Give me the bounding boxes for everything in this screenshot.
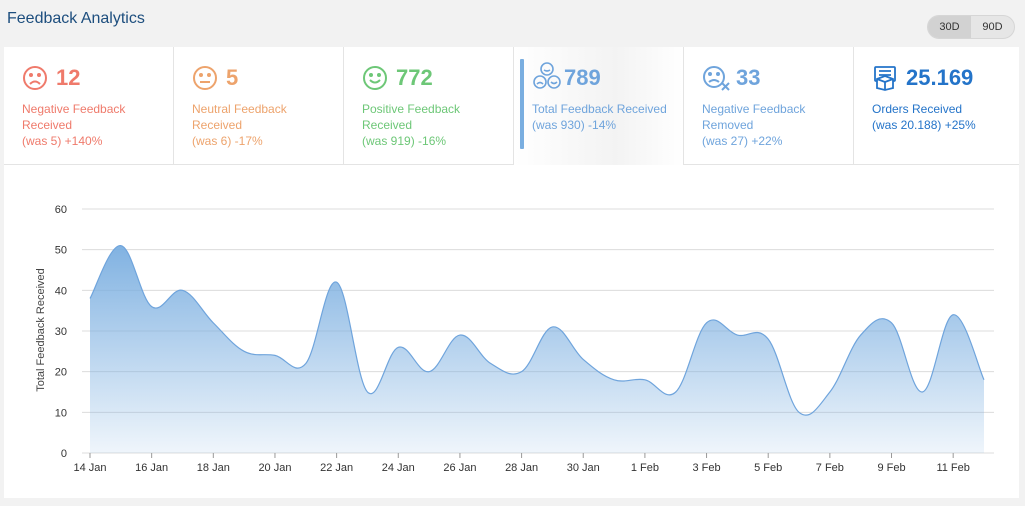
card-label: Neutral Feedback Received bbox=[192, 102, 287, 132]
card-neutral-feedback[interactable]: 5 Neutral Feedback Received (was 6) -17% bbox=[174, 47, 344, 165]
feedback-chart-panel: 0 10 20 30 40 50 60 14 Jan 16 Jan 18 Jan 20 Jan 22… bbox=[4, 165, 1019, 498]
neutral-face-icon bbox=[192, 65, 218, 91]
card-label: Total Feedback Received bbox=[532, 102, 667, 116]
y-tick-label: 10 bbox=[55, 407, 67, 419]
sad-face-icon bbox=[22, 65, 48, 91]
faces-group-icon bbox=[532, 61, 562, 91]
x-tick-label: 28 Jan bbox=[505, 462, 538, 474]
x-tick-label: 22 Jan bbox=[320, 462, 353, 474]
y-tick-label: 20 bbox=[55, 367, 67, 379]
card-label: Negative Feedback Received bbox=[22, 102, 126, 132]
card-change: (was 27) +22% bbox=[702, 134, 783, 148]
date-range-toggle: 30D 90D bbox=[927, 15, 1015, 39]
card-value: 12 bbox=[56, 65, 81, 90]
package-icon bbox=[872, 65, 898, 91]
x-tick-label: 18 Jan bbox=[197, 462, 230, 474]
card-positive-feedback[interactable]: 772 Positive Feedback Received (was 919) … bbox=[344, 47, 514, 165]
card-total-feedback[interactable]: 789 Total Feedback Received (was 930) -1… bbox=[514, 47, 684, 165]
range-30d-button[interactable]: 30D bbox=[928, 16, 971, 38]
x-tick-label: 3 Feb bbox=[692, 462, 720, 474]
x-tick-label: 5 Feb bbox=[754, 462, 782, 474]
y-tick-label: 30 bbox=[55, 326, 67, 338]
card-label: Orders Received bbox=[872, 102, 963, 116]
card-value: 772 bbox=[396, 65, 433, 90]
sad-face-x-icon bbox=[702, 65, 730, 91]
y-tick-label: 60 bbox=[55, 204, 67, 216]
x-tick-label: 16 Jan bbox=[135, 462, 168, 474]
card-value: 33 bbox=[736, 65, 761, 90]
card-negative-feedback[interactable]: 12 Negative Feedback Received (was 5) +14… bbox=[4, 47, 174, 165]
x-tick-label: 14 Jan bbox=[73, 462, 106, 474]
x-tick-label: 9 Feb bbox=[877, 462, 905, 474]
card-change: (was 919) -16% bbox=[362, 134, 447, 148]
x-tick-label: 24 Jan bbox=[382, 462, 415, 474]
card-change: (was 930) -14% bbox=[532, 118, 617, 132]
y-tick-label: 40 bbox=[55, 285, 67, 297]
card-negative-removed[interactable]: 33 Negative Feedback Removed (was 27) +22… bbox=[684, 47, 854, 165]
card-change: (was 6) -17% bbox=[192, 134, 263, 148]
card-label: Negative Feedback Removed bbox=[702, 102, 806, 132]
card-change: (was 5) +140% bbox=[22, 134, 103, 148]
x-tick-label: 11 Feb bbox=[936, 462, 969, 474]
feedback-area-chart: 0 10 20 30 40 50 60 14 Jan 16 Jan 18 Jan 20 Jan 22… bbox=[35, 204, 994, 474]
range-90d-button[interactable]: 90D bbox=[971, 16, 1014, 38]
x-tick-label: 7 Feb bbox=[816, 462, 844, 474]
y-tick-label: 50 bbox=[55, 245, 67, 257]
y-tick-label: 0 bbox=[61, 448, 67, 460]
series-line bbox=[89, 245, 985, 416]
card-orders-received[interactable]: 25.169 Orders Received (was 20.188) +25% bbox=[854, 47, 1019, 165]
x-tick-label: 30 Jan bbox=[567, 462, 600, 474]
card-value: 789 bbox=[564, 65, 601, 90]
kpi-cards: 12 Negative Feedback Received (was 5) +14… bbox=[4, 47, 1019, 165]
series-area bbox=[90, 245, 984, 453]
y-axis-label: Total Feedback Received bbox=[35, 268, 47, 392]
x-tick-label: 20 Jan bbox=[258, 462, 291, 474]
happy-face-icon bbox=[362, 65, 388, 91]
card-change: (was 20.188) +25% bbox=[872, 118, 976, 132]
card-value: 5 bbox=[226, 65, 239, 90]
x-tick-label: 1 Feb bbox=[631, 462, 659, 474]
card-label: Positive Feedback Received bbox=[362, 102, 461, 132]
card-value: 25.169 bbox=[906, 65, 974, 90]
x-tick-label: 26 Jan bbox=[443, 462, 476, 474]
page-title: Feedback Analytics bbox=[7, 10, 145, 27]
